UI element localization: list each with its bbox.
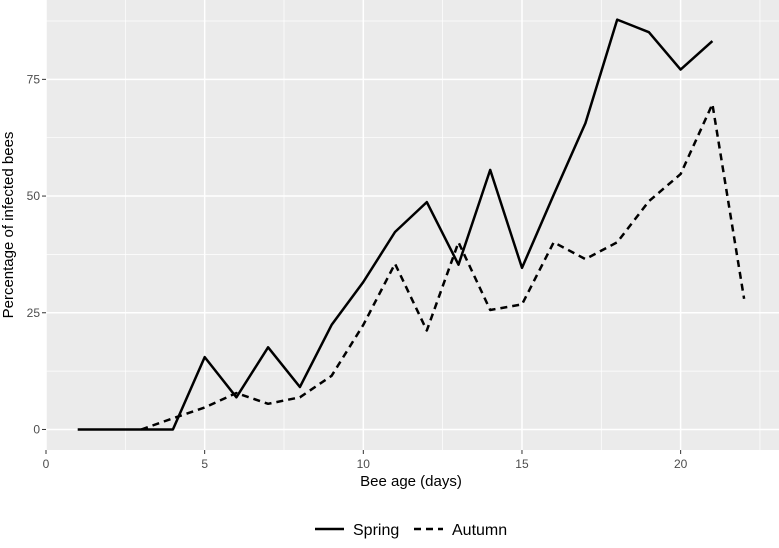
y-axis-label: Percentage of infected bees (0, 132, 17, 319)
plot-panel (46, 0, 779, 450)
y-tick-label: 75 (27, 72, 41, 86)
x-axis-label: Bee age (days) (360, 473, 462, 490)
x-tick-label: 15 (515, 457, 529, 471)
x-tick-label: 0 (43, 457, 50, 471)
series-lines (77, 18, 746, 431)
axes: 0 5 10 15 20 0 25 50 75 (27, 72, 688, 471)
y-tick-label: 0 (33, 422, 40, 436)
grid-lines (45, 0, 779, 450)
y-tick-label: 50 (27, 189, 41, 203)
series-line-autumn (140, 102, 746, 431)
legend-label-autumn: Autumn (452, 522, 507, 539)
series-line-spring (77, 18, 714, 431)
x-tick-label: 10 (357, 457, 371, 471)
legend-label-spring: Spring (353, 522, 399, 539)
legend: Spring Autumn (315, 522, 507, 539)
x-tick-label: 20 (674, 457, 688, 471)
x-tick-label: 5 (201, 457, 208, 471)
y-tick-label: 25 (27, 306, 41, 320)
